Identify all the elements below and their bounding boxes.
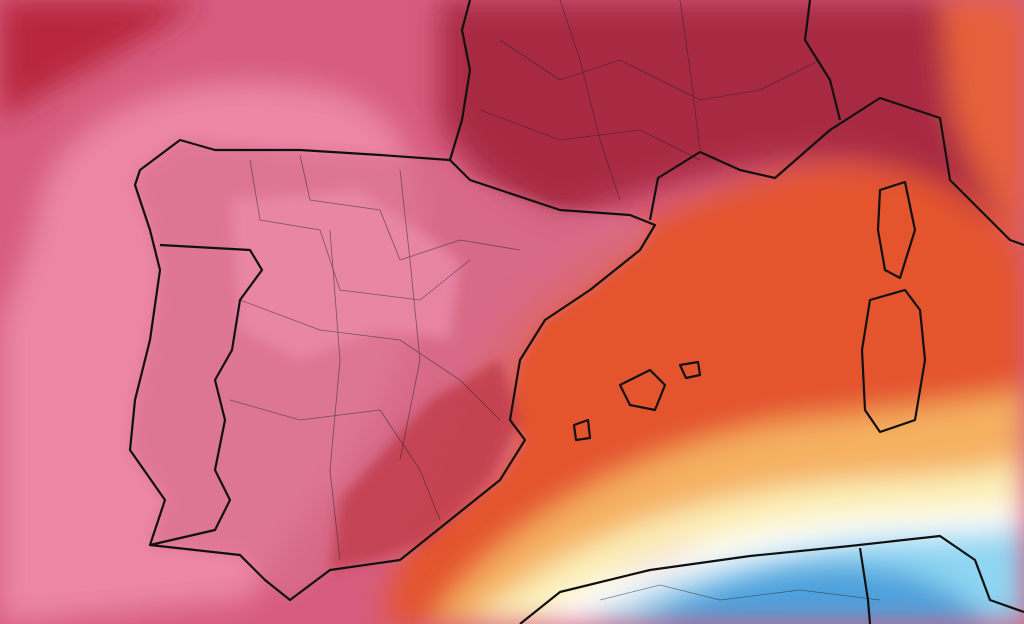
border-line bbox=[249, 159, 471, 301]
border-line bbox=[329, 229, 341, 561]
hot-zone-northwest bbox=[0, 0, 200, 120]
dark-blue-zone bbox=[640, 564, 990, 624]
corsica bbox=[876, 180, 917, 280]
orange-zone-italy bbox=[940, 0, 1024, 250]
mallorca bbox=[618, 368, 667, 412]
border-line bbox=[229, 399, 441, 521]
border-line bbox=[679, 0, 701, 151]
france-switzerland-border bbox=[803, 0, 842, 121]
white-band bbox=[530, 505, 1024, 624]
border-line bbox=[239, 299, 501, 421]
menorca bbox=[678, 360, 702, 380]
coastlines bbox=[128, 0, 1024, 624]
yellow-band bbox=[470, 460, 1024, 624]
sardinia bbox=[860, 288, 927, 434]
iberia-hot-southeast bbox=[330, 360, 520, 570]
border-line bbox=[599, 584, 881, 601]
algeria-tunisia-border bbox=[858, 547, 872, 624]
border-line bbox=[299, 154, 521, 261]
border-line bbox=[559, 0, 621, 201]
france-atlantic-coast bbox=[448, 0, 472, 161]
ibiza bbox=[572, 418, 592, 442]
portugal-border bbox=[149, 243, 264, 547]
france-italy-coast bbox=[648, 96, 1024, 247]
orange-zone-sea bbox=[380, 164, 1024, 624]
north-africa-coast bbox=[519, 534, 1024, 624]
province-borders bbox=[229, 0, 881, 601]
dark-red-zone-france bbox=[440, 0, 1024, 240]
border-line bbox=[399, 169, 421, 461]
iberia-coast bbox=[128, 138, 657, 602]
border-line bbox=[479, 109, 701, 161]
border-line bbox=[499, 39, 821, 101]
